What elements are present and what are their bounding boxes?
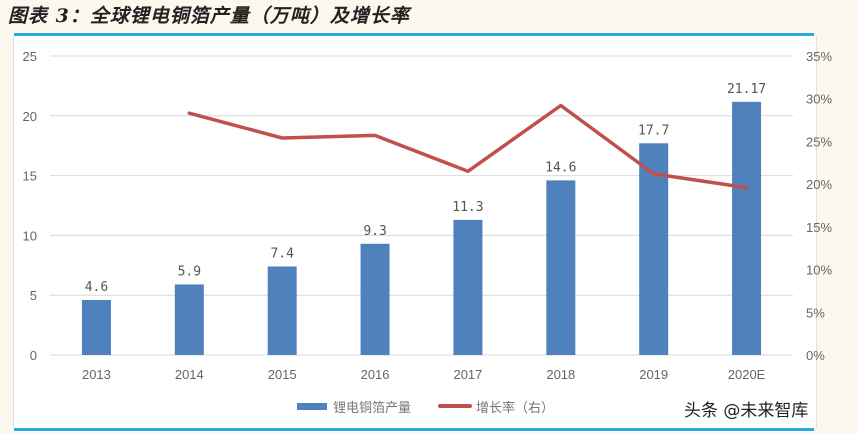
right-tick-label: 35% (806, 49, 832, 64)
bar-value-label: 14.6 (545, 160, 576, 175)
bar-series-production (81, 101, 762, 356)
bottom-divider (14, 428, 814, 431)
left-tick-label: 10 (23, 228, 37, 243)
legend-label-growth: 增长率（右） (476, 400, 554, 416)
left-tick-label: 15 (23, 169, 37, 184)
bar (360, 243, 390, 355)
right-tick-label: 20% (806, 177, 832, 192)
bar (81, 299, 111, 355)
right-tick-label: 5% (806, 305, 825, 320)
bar-value-label: 5.9 (178, 264, 201, 279)
top-divider (14, 33, 814, 36)
left-tick-label: 0 (30, 348, 37, 363)
right-y-axis: 0% 5% 10% 15% 20% 25% 30% 35% (806, 49, 832, 363)
x-tick-label: 2017 (453, 367, 482, 382)
watermark: 头条 @未来智库 (684, 401, 809, 421)
bar (639, 143, 669, 355)
right-tick-label: 15% (806, 220, 832, 235)
bar-value-label: 17.7 (638, 123, 669, 138)
bar (453, 219, 483, 355)
left-tick-label: 5 (30, 288, 37, 303)
x-tick-label: 2015 (268, 367, 297, 382)
left-y-axis: 0 5 10 15 20 25 (23, 49, 37, 363)
x-tick-label: 2013 (82, 367, 111, 382)
figure-title: 图表 3：全球锂电铜箔产量（万吨）及增长率 (8, 5, 410, 27)
bar-value-label: 21.17 (727, 82, 766, 97)
x-tick-label: 2020E (728, 367, 766, 382)
legend-swatch-line (438, 404, 472, 408)
x-tick-label: 2016 (361, 367, 390, 382)
left-tick-label: 20 (23, 109, 37, 124)
bar-value-label: 9.3 (363, 224, 386, 239)
right-tick-label: 0% (806, 348, 825, 363)
bar-value-labels: 4.6 5.9 7.4 9.3 11.3 14.6 17.7 21.17 (85, 82, 766, 295)
left-tick-label: 25 (23, 49, 37, 64)
x-tick-label: 2019 (639, 367, 668, 382)
bar (546, 180, 576, 355)
legend-label-production: 锂电铜箔产量 (333, 400, 411, 416)
bar (174, 284, 204, 355)
x-axis: 2013 2014 2015 2016 2017 2018 2019 2020E (82, 367, 766, 382)
bar-value-label: 7.4 (270, 246, 294, 261)
legend: 锂电铜箔产量 增长率（右） (297, 400, 554, 416)
bar (732, 101, 762, 356)
right-tick-label: 25% (806, 134, 832, 149)
gridlines (50, 55, 793, 356)
bar-value-label: 11.3 (452, 200, 483, 215)
line-series-growth (187, 103, 749, 190)
bar-value-label: 4.6 (85, 280, 108, 295)
legend-swatch-bar (297, 403, 327, 410)
chart-panel (13, 36, 817, 428)
x-tick-label: 2018 (546, 367, 575, 382)
x-tick-label: 2014 (175, 367, 204, 382)
right-tick-label: 10% (806, 263, 832, 278)
bar (267, 266, 297, 355)
growth-rate-line (187, 103, 749, 190)
right-tick-label: 30% (806, 92, 832, 107)
